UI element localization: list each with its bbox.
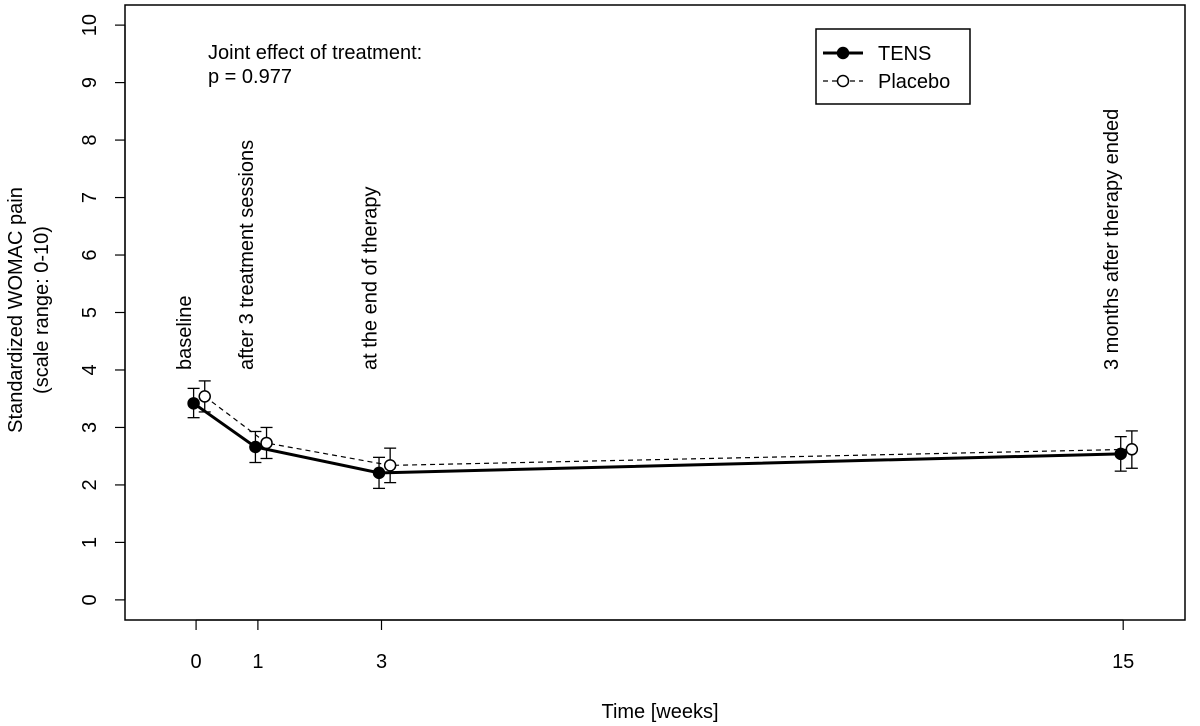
x-tick-label: 0 bbox=[191, 651, 202, 673]
x-tick-label: 1 bbox=[252, 651, 263, 673]
y-axis: 0 1 2 3 4 5 6 7 8 9 10 bbox=[79, 14, 126, 605]
y-tick-label: 10 bbox=[79, 14, 101, 36]
plot-frame bbox=[124, 4, 1186, 621]
timepoint-label: at the end of therapy bbox=[360, 187, 382, 370]
series-placebo bbox=[198, 380, 1139, 484]
y-tick-label: 9 bbox=[79, 77, 101, 88]
y-axis-label-line-1: Standardized WOMAC pain bbox=[5, 187, 27, 433]
y-axis-label-line-2: (scale range: 0-10) bbox=[31, 226, 53, 394]
data-point bbox=[372, 466, 386, 480]
annotation-line-2: p = 0.977 bbox=[208, 66, 292, 88]
y-tick-label: 6 bbox=[79, 249, 101, 260]
series-line bbox=[192, 402, 1121, 475]
data-point bbox=[1114, 447, 1127, 461]
x-axis: 0 1 3 15 bbox=[191, 619, 1134, 673]
data-point bbox=[249, 440, 262, 454]
y-tick-label: 8 bbox=[79, 135, 101, 146]
legend-marker-tens bbox=[836, 46, 850, 60]
y-tick-label: 0 bbox=[79, 594, 101, 605]
x-tick-label: 3 bbox=[376, 651, 387, 673]
series-line bbox=[204, 395, 1132, 467]
data-point bbox=[198, 390, 211, 403]
y-tick-label: 3 bbox=[79, 422, 101, 433]
legend-marker-placebo bbox=[836, 74, 850, 88]
data-point bbox=[260, 436, 273, 450]
legend-label-tens: TENS bbox=[878, 43, 931, 65]
legend: TENS Placebo bbox=[815, 28, 971, 105]
y-tick-label: 5 bbox=[79, 307, 101, 318]
legend-label-placebo: Placebo bbox=[878, 71, 950, 93]
y-tick-label: 4 bbox=[79, 364, 101, 375]
series-tens bbox=[187, 387, 1127, 490]
x-tick-label: 15 bbox=[1112, 651, 1134, 673]
y-tick-label: 2 bbox=[79, 479, 101, 490]
y-tick-label: 7 bbox=[79, 192, 101, 203]
legend-box bbox=[815, 28, 971, 105]
data-point bbox=[383, 459, 397, 472]
data-point bbox=[1125, 443, 1139, 456]
series-layer bbox=[187, 380, 1139, 490]
timepoint-label: after 3 treatment sessions bbox=[236, 140, 258, 370]
timepoint-labels: baseline after 3 treatment sessions at the… bbox=[174, 109, 1123, 370]
timepoint-label: baseline bbox=[174, 295, 196, 370]
x-axis-label: Time [weeks] bbox=[601, 701, 718, 723]
data-point bbox=[187, 397, 200, 410]
timepoint-label: 3 months after therapy ended bbox=[1101, 109, 1123, 370]
annotation-line-1: Joint effect of treatment: bbox=[208, 42, 422, 64]
y-tick-label: 1 bbox=[79, 537, 101, 548]
